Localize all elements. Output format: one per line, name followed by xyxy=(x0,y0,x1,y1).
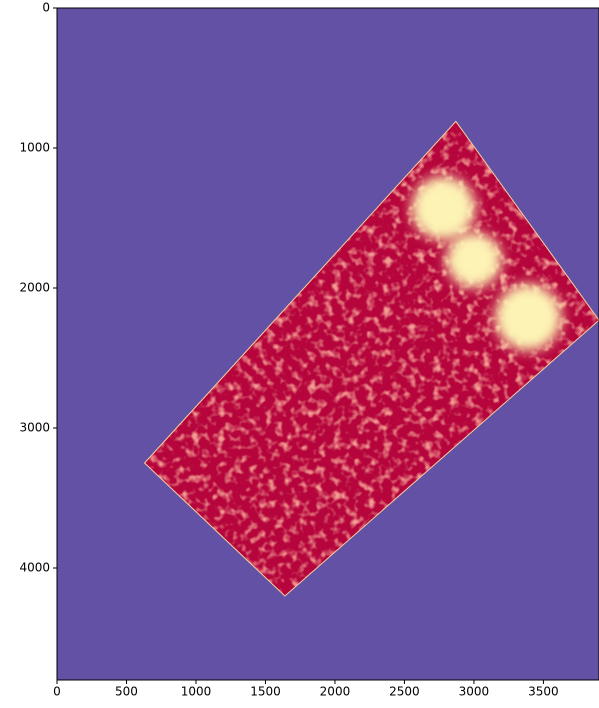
y-tick-label: 0 xyxy=(42,1,50,15)
y-tick-label: 3000 xyxy=(19,421,50,435)
y-tick-label: 4000 xyxy=(19,561,50,575)
hotspot xyxy=(446,232,502,288)
hotspot xyxy=(495,284,562,351)
x-tick-label: 0 xyxy=(53,685,61,699)
x-tick-label: 3000 xyxy=(459,685,490,699)
x-tick-label: 500 xyxy=(115,685,138,699)
hotspot xyxy=(411,176,475,240)
x-tick-label: 1500 xyxy=(250,685,281,699)
y-tick-label: 2000 xyxy=(19,281,50,295)
x-tick-label: 2500 xyxy=(389,685,420,699)
chart: 0 500 1000 1500 2000 2500 3000 3500 0 1000 2000 300… xyxy=(0,0,599,704)
x-tick-label: 2000 xyxy=(320,685,351,699)
x-tick-label: 1000 xyxy=(181,685,212,699)
y-tick-label: 1000 xyxy=(19,141,50,155)
x-tick-label: 3500 xyxy=(528,685,559,699)
plot-area xyxy=(57,8,599,680)
